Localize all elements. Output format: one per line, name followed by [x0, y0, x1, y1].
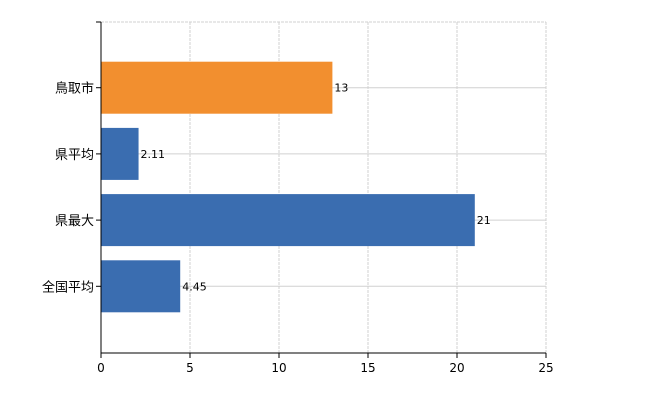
x-tick-label: 0	[97, 361, 105, 375]
data-label: 21	[477, 214, 491, 227]
category-label: 鳥取市	[55, 81, 94, 97]
x-tick-label: 15	[360, 361, 375, 375]
bar-1	[101, 61, 333, 114]
data-label: 2.11	[141, 148, 166, 161]
data-label: 4.45	[182, 280, 207, 293]
bar-3	[101, 194, 475, 247]
data-label: 13	[334, 82, 348, 95]
x-tick-label: 5	[186, 361, 194, 375]
category-label: 県最大	[55, 214, 94, 229]
x-tick-label: 20	[449, 361, 464, 375]
bar-2	[101, 127, 139, 180]
bar-4	[101, 260, 181, 313]
x-tick-label: 25	[538, 361, 553, 375]
category-label: 全国平均	[42, 279, 94, 295]
x-tick-label: 10	[271, 361, 286, 375]
category-label: 県平均	[55, 148, 94, 163]
